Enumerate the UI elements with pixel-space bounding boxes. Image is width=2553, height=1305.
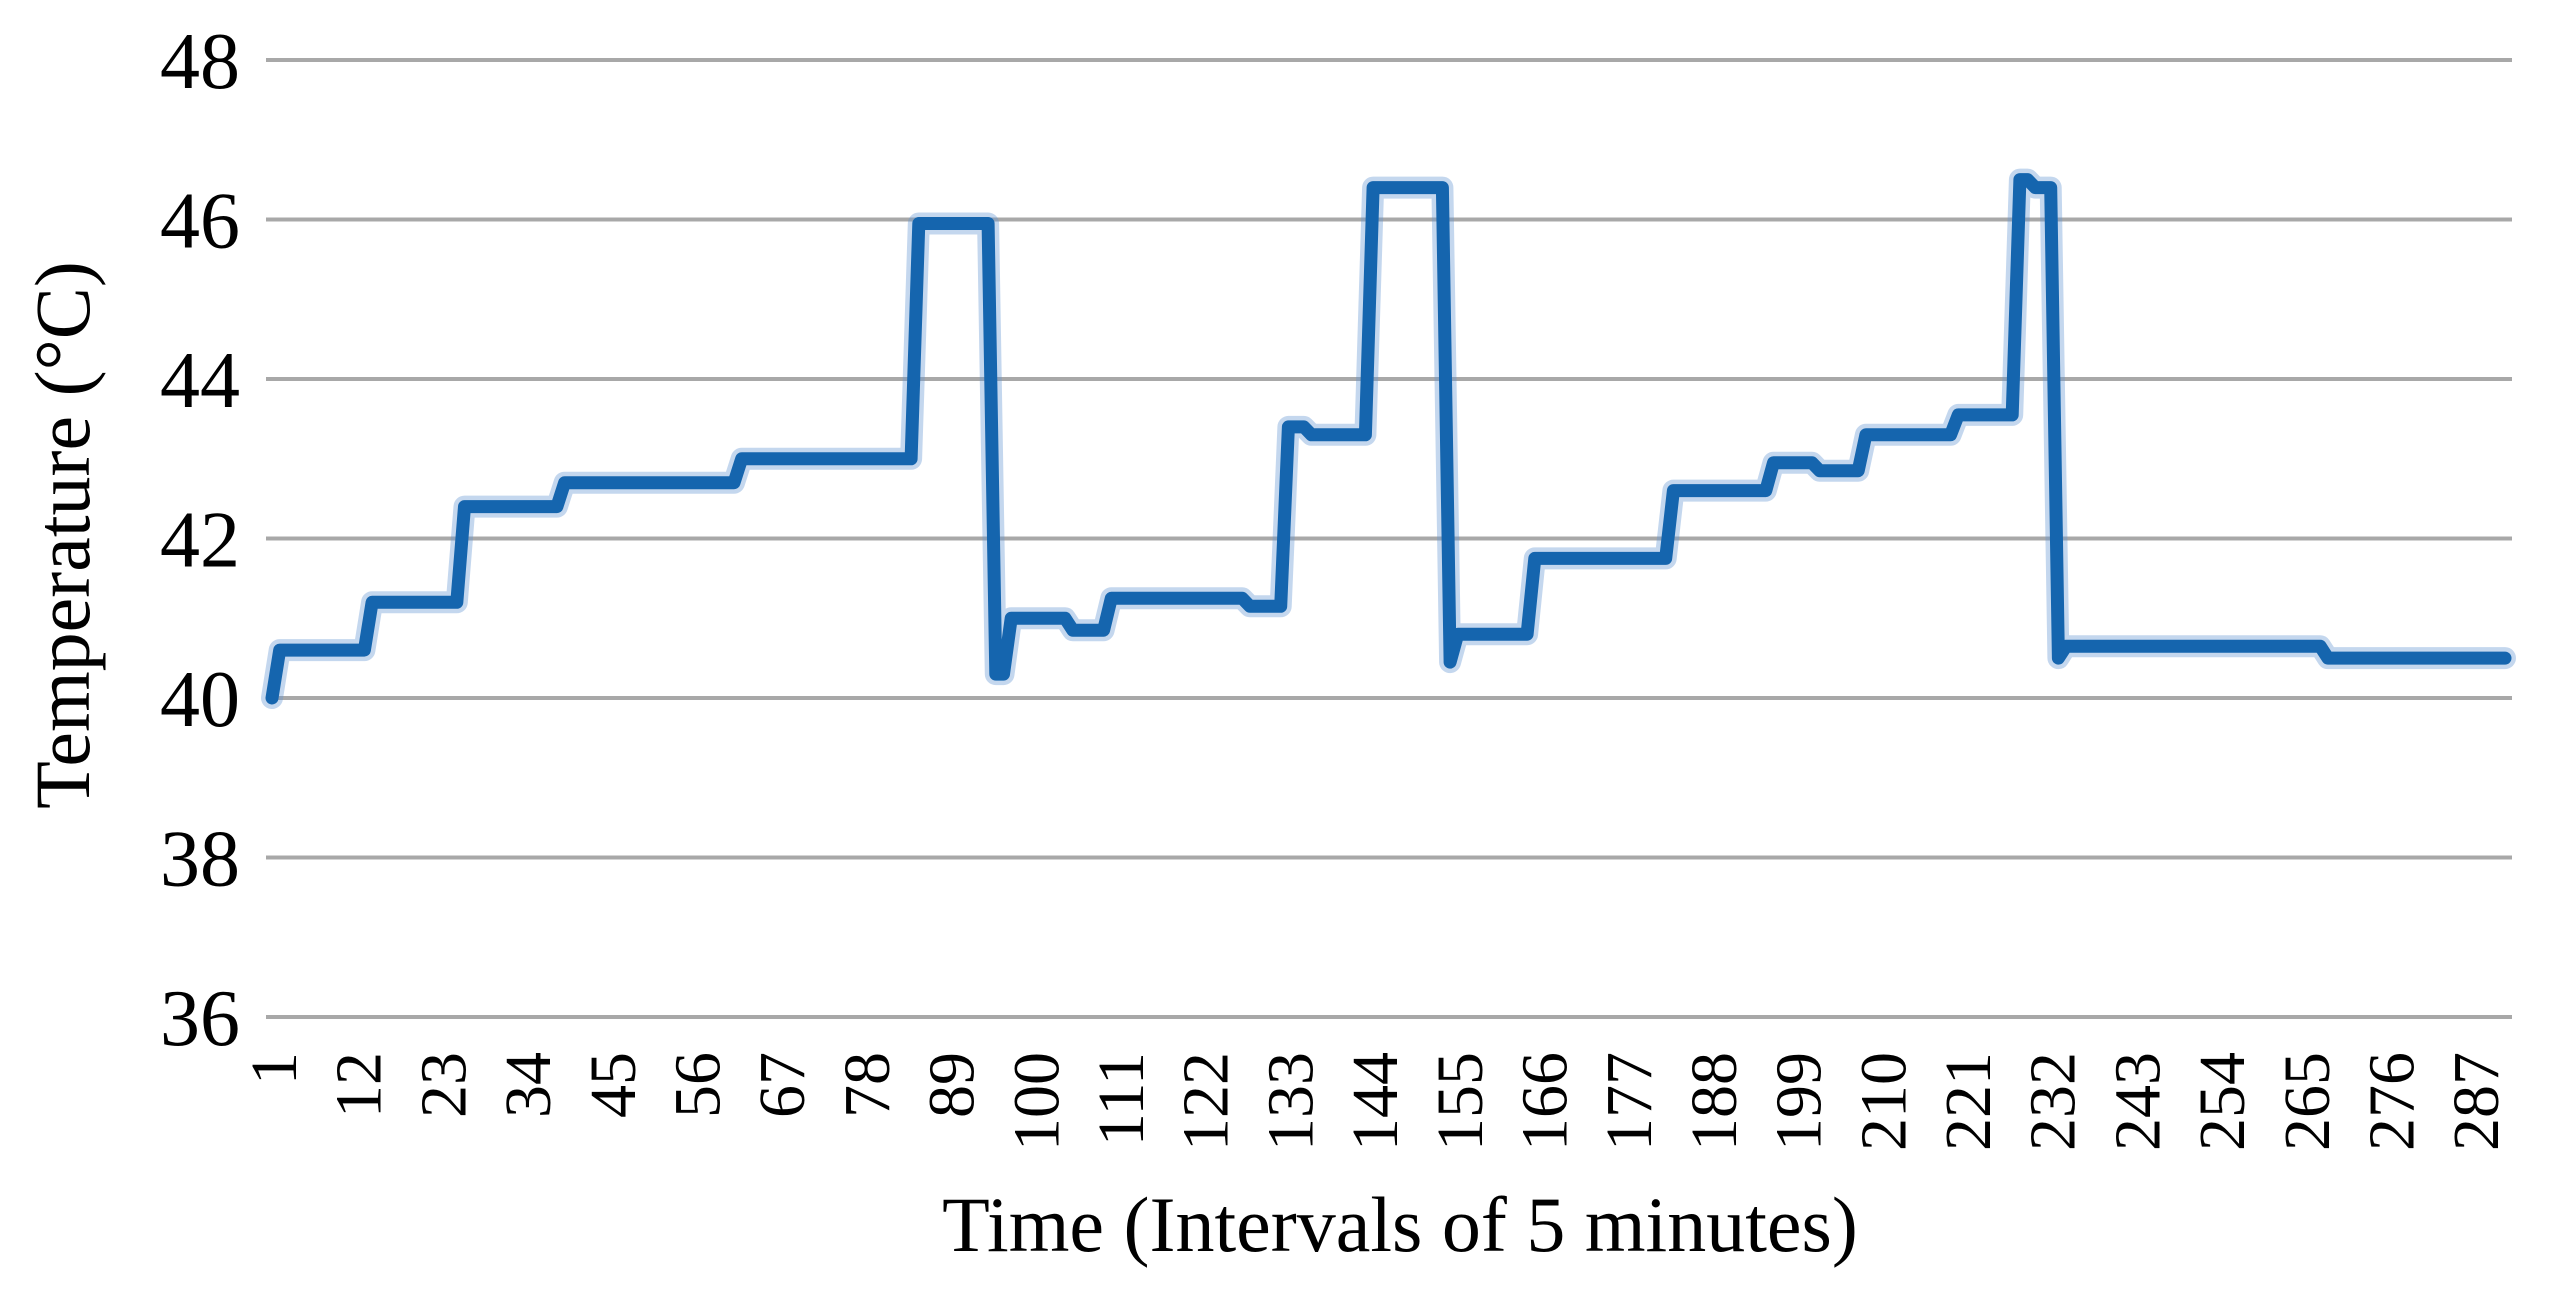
y-tick-label: 42 (160, 497, 240, 585)
x-tick-label: 265 (2271, 1052, 2344, 1151)
temperature-series-line (265, 173, 2512, 705)
y-tick-label: 40 (160, 656, 240, 744)
y-axis-title: Temperature (°C) (19, 261, 106, 809)
x-tick-label: 188 (1678, 1052, 1751, 1151)
x-tick-label: 67 (746, 1052, 819, 1118)
y-tick-label: 48 (160, 18, 240, 106)
x-tick-label: 287 (2440, 1052, 2513, 1151)
x-tick-label: 34 (492, 1052, 565, 1118)
x-tick-label: 23 (407, 1052, 480, 1118)
x-tick-label: 89 (916, 1052, 989, 1118)
x-tick-label: 12 (323, 1052, 396, 1118)
x-tick-label: 122 (1170, 1052, 1243, 1151)
y-tick-label: 46 (160, 178, 240, 266)
x-tick-label: 100 (1000, 1052, 1073, 1151)
x-tick-label: 232 (2017, 1052, 2090, 1151)
x-tick-label: 133 (1254, 1052, 1327, 1151)
y-tick-label: 44 (160, 337, 240, 425)
x-tick-label: 210 (1847, 1052, 1920, 1151)
x-tick-label: 243 (2101, 1052, 2174, 1151)
x-tick-label: 111 (1085, 1052, 1158, 1146)
x-tick-label: 1 (238, 1052, 311, 1085)
x-tick-label: 221 (1932, 1052, 2005, 1151)
x-tick-label: 177 (1593, 1052, 1666, 1151)
x-tick-label: 45 (577, 1052, 650, 1118)
temperature-series-line-halo (261, 168, 2516, 709)
x-tick-label: 276 (2356, 1052, 2429, 1151)
x-tick-label: 254 (2186, 1052, 2259, 1151)
x-tick-label: 166 (1509, 1052, 1582, 1151)
x-tick-label: 155 (1424, 1052, 1497, 1151)
y-tick-label: 38 (160, 816, 240, 904)
x-tick-label: 199 (1763, 1052, 1836, 1151)
x-tick-label: 144 (1339, 1052, 1412, 1151)
x-tick-label: 78 (831, 1052, 904, 1118)
y-tick-label: 36 (160, 975, 240, 1063)
x-tick-label: 56 (662, 1052, 735, 1118)
x-axis-title: Time (Intervals of 5 minutes) (942, 1181, 1858, 1268)
